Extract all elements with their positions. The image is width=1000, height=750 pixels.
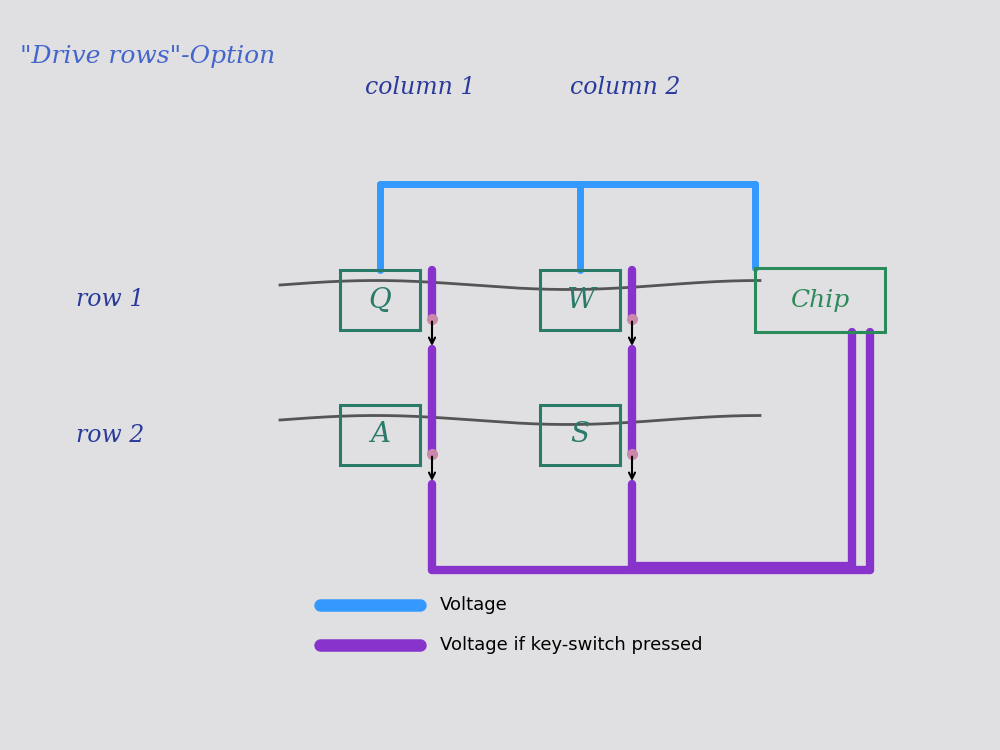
Text: column 2: column 2 (570, 76, 680, 99)
Text: row 1: row 1 (76, 289, 144, 311)
Text: A: A (370, 422, 390, 448)
Text: S: S (570, 422, 590, 448)
Bar (540, 405, 620, 465)
Bar (540, 270, 620, 330)
Text: Voltage: Voltage (440, 596, 508, 614)
Bar (755, 268, 885, 332)
Bar (340, 405, 420, 465)
Bar (340, 270, 420, 330)
Text: W: W (566, 286, 594, 314)
Text: Q: Q (369, 286, 391, 314)
Text: column 1: column 1 (365, 76, 475, 99)
Text: Voltage if key-switch pressed: Voltage if key-switch pressed (440, 636, 702, 654)
Text: "Drive rows"-Option: "Drive rows"-Option (20, 45, 275, 68)
Text: row 2: row 2 (76, 424, 144, 446)
Text: Chip: Chip (790, 289, 850, 311)
